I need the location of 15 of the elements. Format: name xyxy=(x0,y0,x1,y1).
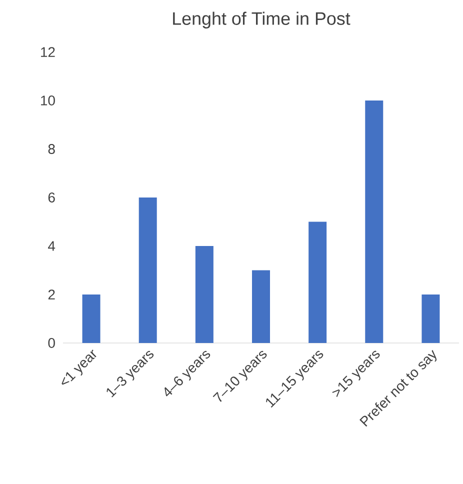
bar xyxy=(138,197,157,343)
y-tick-label: 6 xyxy=(48,192,55,202)
bar xyxy=(82,294,100,343)
bar xyxy=(252,270,270,343)
bar xyxy=(308,222,327,343)
y-tick-label: 8 xyxy=(48,144,55,154)
bar xyxy=(195,246,214,343)
y-tick-label: 4 xyxy=(48,241,56,251)
bar xyxy=(422,294,440,343)
chart-title: Lenght of Time in Post xyxy=(173,12,350,28)
y-tick-label: 2 xyxy=(48,290,55,300)
y-tick-label: 10 xyxy=(41,96,55,106)
bar xyxy=(365,100,384,343)
y-tick-label: 12 xyxy=(41,47,55,57)
y-tick-label: 0 xyxy=(48,338,55,348)
